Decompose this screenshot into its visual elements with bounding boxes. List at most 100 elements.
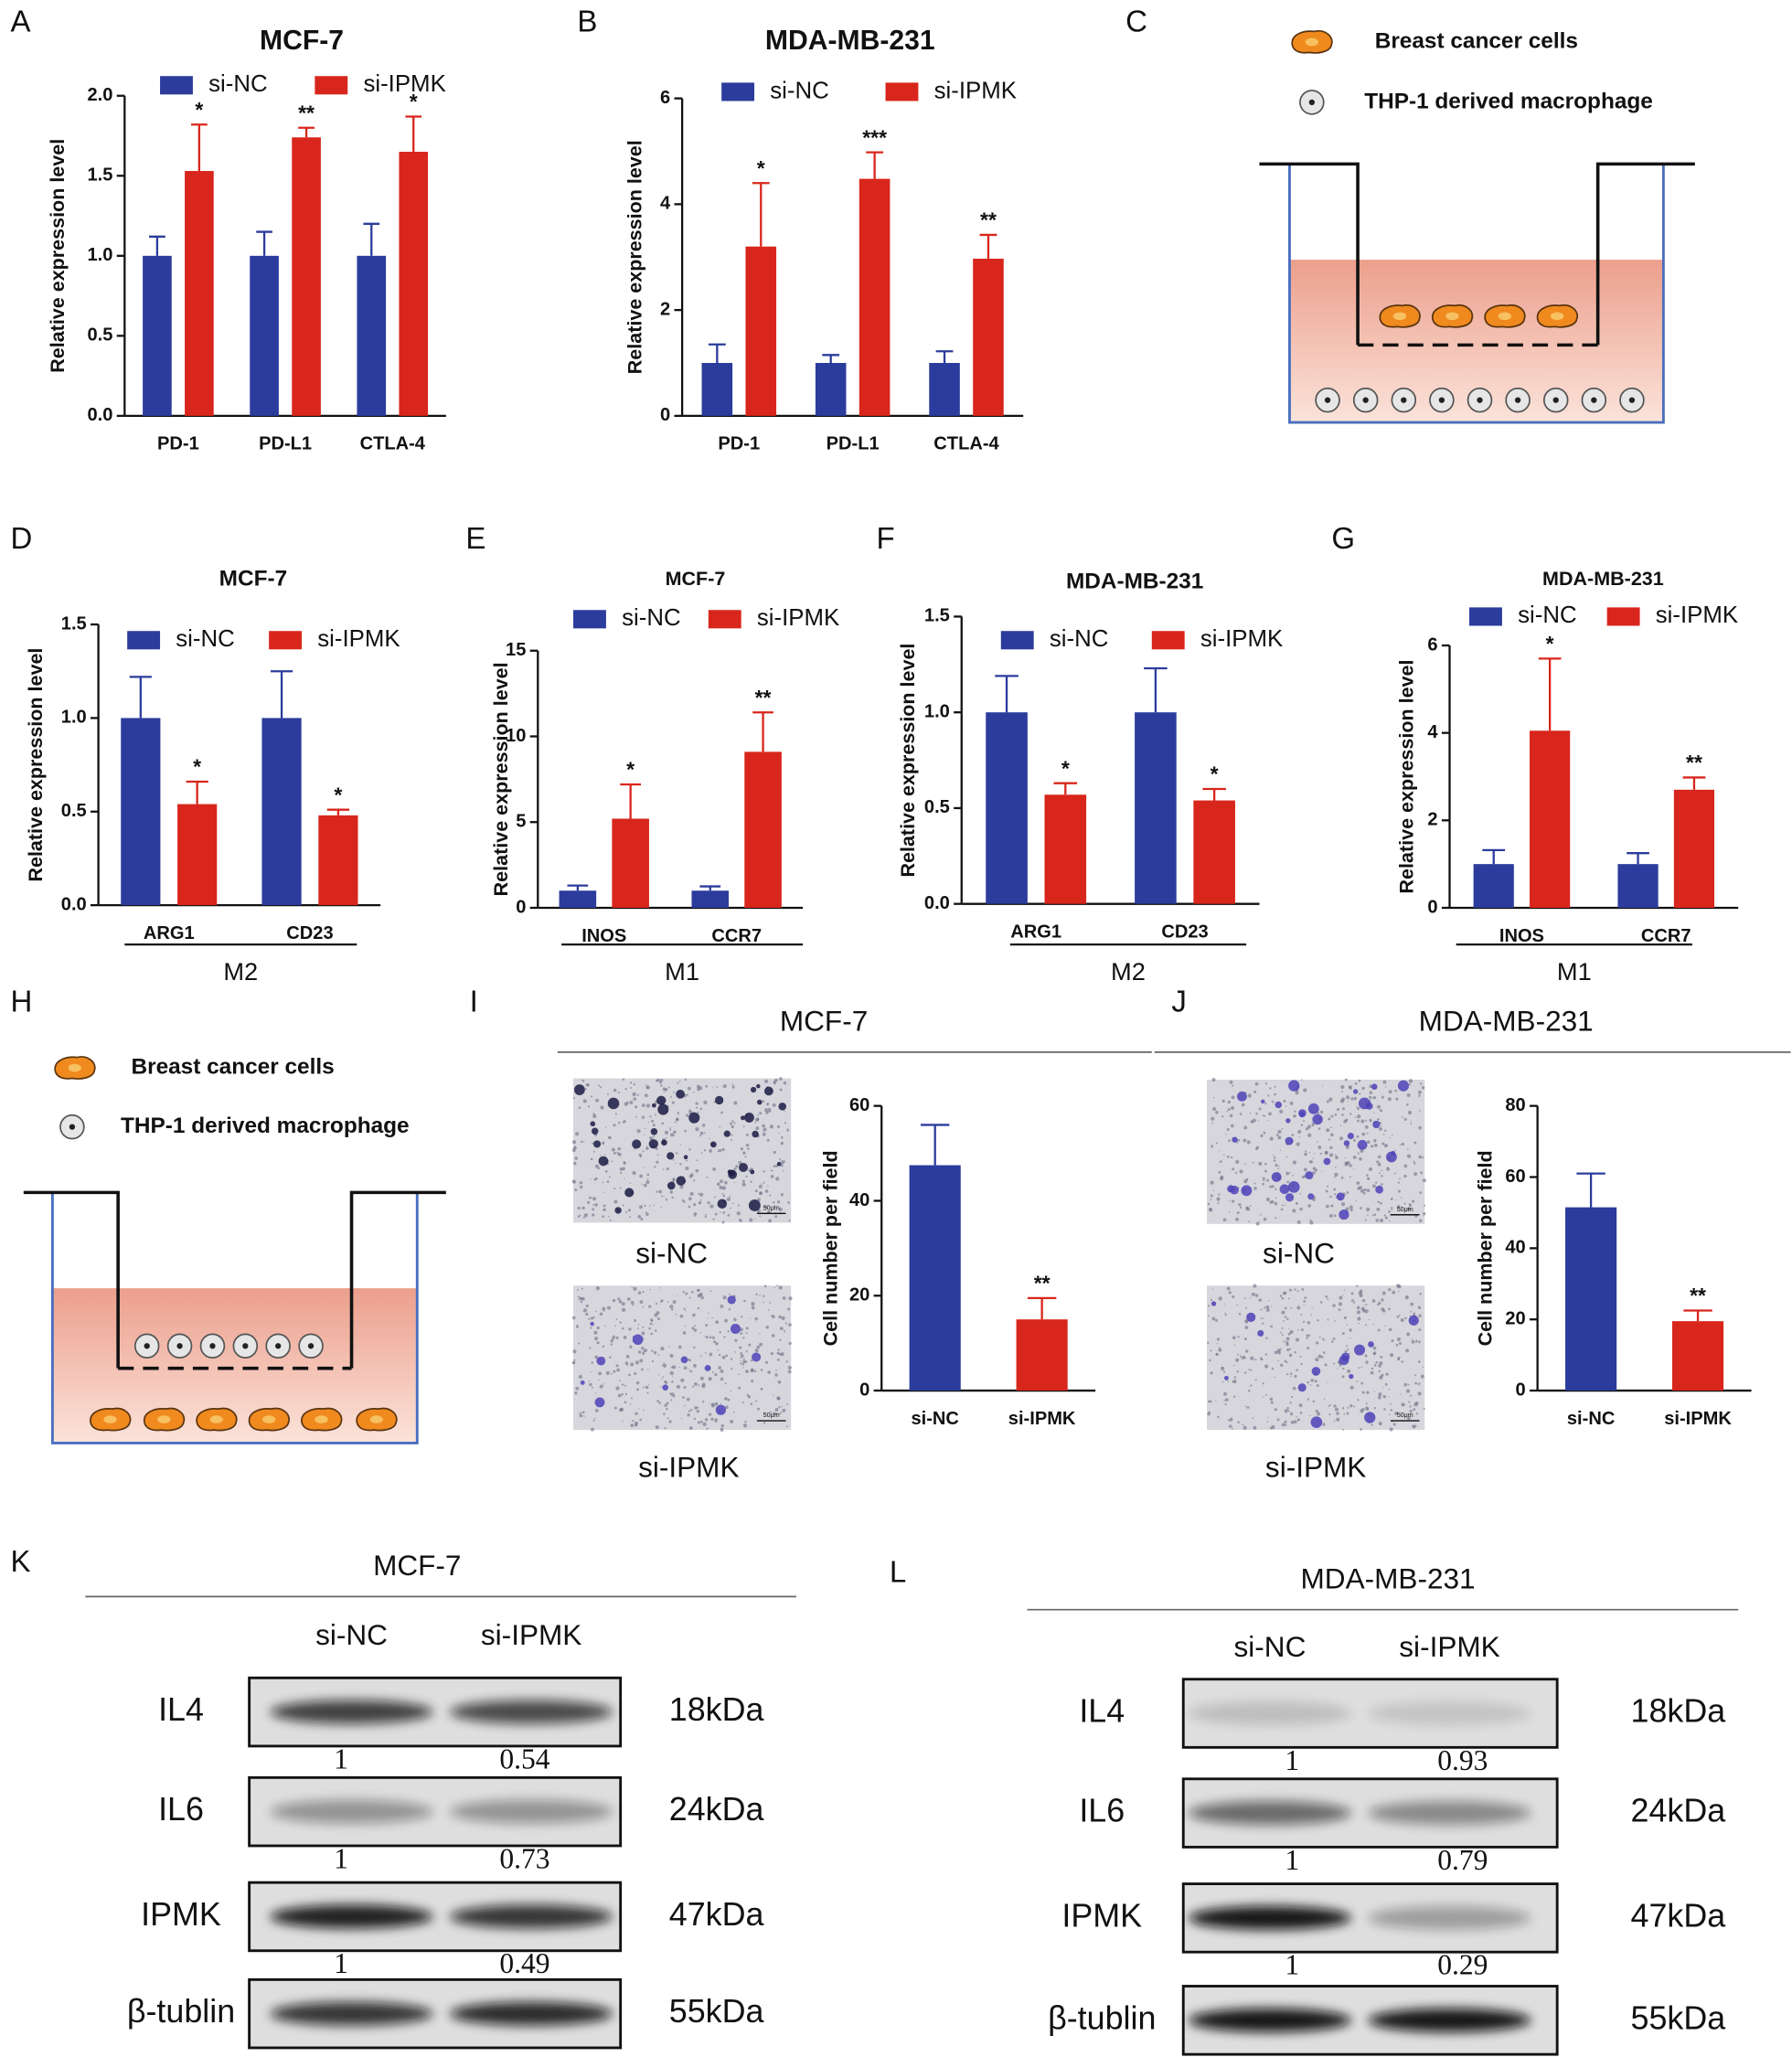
- speck: [1232, 1395, 1236, 1398]
- speck: [612, 1337, 615, 1340]
- speck: [730, 1420, 734, 1423]
- speck: [708, 1377, 712, 1381]
- speck: [776, 1124, 781, 1128]
- speck: [593, 1178, 596, 1181]
- speck: [636, 1388, 639, 1391]
- speck: [785, 1360, 788, 1363]
- speck: [1331, 1340, 1334, 1343]
- y-tick-label: 60: [1505, 1167, 1525, 1187]
- speck: [1347, 1100, 1349, 1103]
- speck: [639, 1300, 644, 1304]
- chart-title: MCF-7: [219, 567, 287, 592]
- bar: [1473, 864, 1514, 908]
- speck: [1365, 1174, 1369, 1177]
- speck: [1380, 1355, 1383, 1359]
- speck: [1239, 1113, 1243, 1115]
- speck: [1286, 1348, 1290, 1352]
- speck: [669, 1127, 671, 1129]
- speck: [727, 1330, 730, 1333]
- speck: [604, 1126, 607, 1128]
- speck: [667, 1086, 670, 1089]
- speck: [1328, 1153, 1334, 1157]
- speck: [763, 1170, 765, 1173]
- speck: [1213, 1097, 1215, 1099]
- speck: [651, 1359, 654, 1363]
- speck: [1232, 1336, 1236, 1340]
- speck: [594, 1355, 599, 1359]
- speck: [642, 1326, 645, 1328]
- speck: [641, 1331, 645, 1336]
- speck: [656, 1160, 659, 1164]
- speck: [1300, 1124, 1304, 1126]
- speck: [685, 1292, 688, 1295]
- speck: [615, 1318, 618, 1320]
- stained-cell: [1336, 1192, 1345, 1201]
- bar: [986, 712, 1028, 904]
- scale-label: 50μm: [1397, 1206, 1413, 1213]
- speck: [1343, 1289, 1346, 1291]
- speck: [1243, 1425, 1247, 1431]
- speck: [701, 1384, 706, 1389]
- speck: [617, 1297, 621, 1301]
- speck: [1403, 1202, 1406, 1205]
- speck: [1242, 1423, 1244, 1426]
- speck: [1268, 1112, 1272, 1116]
- speck: [1277, 1135, 1282, 1140]
- speck: [731, 1124, 734, 1129]
- speck: [772, 1103, 776, 1107]
- stained-cell: [676, 1176, 686, 1186]
- speck: [1336, 1417, 1340, 1422]
- speck: [602, 1215, 605, 1218]
- speck: [742, 1423, 748, 1428]
- speck: [594, 1203, 598, 1207]
- speck: [1358, 1367, 1360, 1370]
- speck: [760, 1387, 763, 1391]
- speck: [710, 1417, 714, 1421]
- speck: [1338, 1302, 1343, 1306]
- speck: [582, 1411, 585, 1413]
- speck: [1265, 1305, 1270, 1309]
- speck: [1415, 1412, 1419, 1415]
- speck: [1364, 1354, 1368, 1358]
- speck: [716, 1182, 720, 1186]
- speck: [1218, 1347, 1221, 1349]
- speck: [1389, 1353, 1394, 1358]
- speck: [594, 1392, 597, 1394]
- speck: [742, 1125, 745, 1127]
- speck: [621, 1302, 625, 1306]
- speck: [1324, 1363, 1328, 1367]
- speck: [1262, 1177, 1265, 1180]
- bar: [121, 718, 161, 906]
- speck: [788, 1323, 792, 1327]
- speck: [1379, 1172, 1381, 1175]
- bar: [1673, 789, 1715, 908]
- speck: [1365, 1360, 1369, 1364]
- speck: [707, 1317, 709, 1319]
- band: [270, 1799, 433, 1824]
- significance: ***: [862, 125, 887, 149]
- image-bg: [1207, 1285, 1425, 1431]
- speck: [621, 1307, 626, 1313]
- y-tick-label: 0.5: [61, 801, 87, 821]
- speck: [1253, 1425, 1257, 1430]
- speck: [621, 1383, 624, 1386]
- speck: [1330, 1204, 1334, 1208]
- speck: [775, 1177, 780, 1181]
- speck: [1288, 1353, 1293, 1358]
- speck: [751, 1380, 754, 1383]
- speck: [725, 1405, 729, 1410]
- speck: [1417, 1340, 1421, 1344]
- speck: [1411, 1339, 1415, 1344]
- bar: [250, 255, 279, 416]
- speck: [1382, 1394, 1386, 1399]
- speck: [1334, 1114, 1338, 1116]
- speck: [633, 1097, 636, 1101]
- speck: [585, 1304, 589, 1308]
- stained-cell: [657, 1103, 669, 1115]
- speck: [1346, 1345, 1349, 1347]
- stained-cell: [1343, 1140, 1350, 1146]
- speck: [1369, 1091, 1373, 1094]
- speck: [1231, 1095, 1235, 1100]
- speck: [645, 1085, 650, 1090]
- ratio: 1: [334, 1743, 348, 1775]
